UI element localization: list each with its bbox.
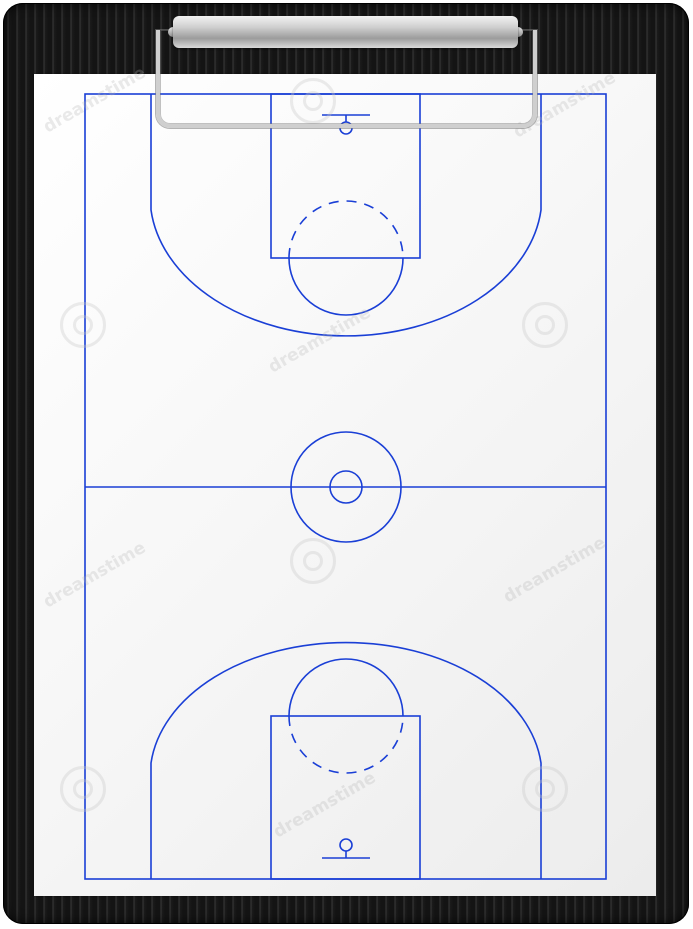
paper-sheet [34,74,656,896]
clip-wire[interactable] [156,30,537,128]
top-rim [339,121,353,135]
bottom-free-throw-arc-dashed [288,715,404,774]
top-key [270,93,421,259]
bottom-free-throw-arc [288,658,404,717]
top-free-throw-arc-dashed [288,200,404,259]
top-free-throw-arc [288,257,404,316]
center-circle [290,431,402,543]
clipboard-clip[interactable] [173,16,518,48]
bottom-three-point-line [150,641,542,879]
center-inner-circle [329,470,363,504]
top-three-point-line [150,94,542,337]
bottom-rim [339,838,353,852]
bottom-key [270,715,421,880]
